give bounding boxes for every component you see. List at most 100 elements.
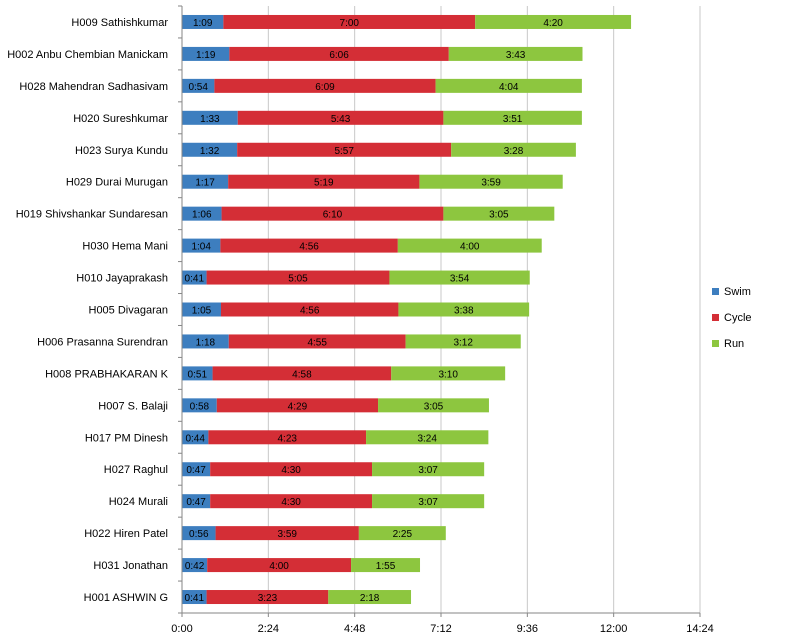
category-label: H002 Anbu Chembian Manickam — [7, 49, 168, 61]
data-label-run: 3:07 — [418, 497, 438, 508]
x-tick-label: 9:36 — [517, 623, 538, 635]
data-label-swim: 0:56 — [189, 529, 209, 540]
bar-segment-swim — [182, 462, 211, 477]
data-label-swim: 1:32 — [200, 146, 220, 157]
axes: 0:00 2:24 4:48 7:12 9:36 12:00 14:24 H009 Sathi… — [7, 5, 714, 635]
legend-swatch-swim — [712, 288, 719, 295]
category-label: H023 Surya Kundu — [75, 145, 168, 157]
bar-segment-cycle — [206, 590, 329, 605]
data-label-run: 3:07 — [418, 465, 438, 476]
bar-segment-swim — [182, 494, 211, 509]
bar-segment-swim — [182, 558, 208, 573]
bar-segment-cycle — [223, 14, 476, 29]
x-tick-label: 12:00 — [600, 623, 628, 635]
category-label: H028 Mahendran Sadhasivam — [19, 81, 168, 93]
bar-segment-run — [358, 526, 446, 541]
data-label-run: 3:24 — [417, 433, 437, 444]
bar-segment-run — [391, 366, 506, 381]
category-label: H027 Raghul — [104, 464, 168, 476]
data-label-run: 3:54 — [450, 274, 470, 285]
data-label-swim: 0:41 — [185, 274, 205, 285]
bar-segment-cycle — [229, 46, 449, 61]
bar-segment-run — [397, 238, 542, 253]
bar-segment-run — [475, 14, 632, 29]
category-label: H031 Jonathan — [93, 560, 168, 572]
bar-segment-cycle — [210, 462, 373, 477]
data-label-run: 3:05 — [489, 210, 509, 221]
data-label-cycle: 6:10 — [323, 210, 343, 221]
data-label-cycle: 6:09 — [315, 82, 335, 93]
data-label-swim: 1:19 — [196, 50, 216, 61]
data-label-run: 3:38 — [454, 306, 474, 317]
data-label-run: 3:59 — [481, 178, 501, 189]
bar-segment-swim — [182, 206, 222, 221]
bar-segment-cycle — [220, 302, 399, 317]
legend-label-cycle: Cycle — [724, 312, 752, 324]
data-label-run: 3:10 — [438, 369, 458, 380]
bar-segment-swim — [182, 334, 229, 349]
data-label-swim: 0:47 — [186, 497, 206, 508]
category-label: H001 ASHWIN G — [84, 592, 168, 604]
data-label-run: 3:12 — [453, 337, 473, 348]
bar-segment-swim — [182, 14, 224, 29]
category-label: H024 Murali — [109, 496, 168, 508]
bar-segment-swim — [182, 238, 221, 253]
data-label-cycle: 4:30 — [281, 497, 301, 508]
data-label-cycle: 4:00 — [269, 561, 289, 572]
category-label: H019 Shivshankar Sundaresan — [16, 209, 168, 221]
data-label-swim: 0:54 — [188, 82, 208, 93]
category-label: H006 Prasanna Surendran — [37, 336, 168, 348]
data-label-cycle: 4:56 — [299, 242, 319, 253]
data-label-swim: 0:51 — [188, 369, 208, 380]
data-label-swim: 1:33 — [200, 114, 220, 125]
bar-segment-cycle — [215, 526, 359, 541]
bar-segment-cycle — [207, 558, 352, 573]
category-label: H030 Hema Mani — [82, 241, 168, 253]
data-label-swim: 1:18 — [196, 337, 216, 348]
bar-segment-run — [366, 430, 489, 445]
data-label-swim: 1:05 — [192, 306, 212, 317]
bar-segment-run — [351, 558, 421, 573]
data-label-cycle: 5:05 — [288, 274, 308, 285]
data-label-cycle: 5:43 — [331, 114, 351, 125]
bar-segment-cycle — [214, 78, 436, 93]
bar-segment-cycle — [237, 142, 452, 157]
bar-segment-cycle — [210, 494, 373, 509]
data-label-cycle: 4:55 — [307, 337, 327, 348]
x-tick-label: 14:24 — [686, 623, 714, 635]
data-label-run: 3:51 — [503, 114, 523, 125]
data-label-swim: 1:06 — [192, 210, 212, 221]
x-tick-label: 7:12 — [430, 623, 451, 635]
bar-segment-swim — [182, 110, 238, 125]
data-label-run: 2:18 — [360, 593, 380, 604]
data-label-swim: 0:41 — [185, 593, 205, 604]
data-label-cycle: 3:23 — [258, 593, 278, 604]
bar-segment-swim — [182, 46, 230, 61]
data-label-swim: 0:58 — [190, 401, 210, 412]
data-label-swim: 1:09 — [193, 18, 213, 29]
bar-segment-run — [451, 142, 576, 157]
bar-segment-swim — [182, 430, 209, 445]
legend-label-run: Run — [724, 338, 744, 350]
bar-segment-swim — [182, 174, 229, 189]
bar-segment-run — [443, 110, 582, 125]
legend-swatch-run — [712, 340, 719, 347]
category-label: H008 PRABHAKARAN K — [45, 368, 169, 380]
data-label-run: 2:25 — [393, 529, 413, 540]
bar-segment-swim — [182, 590, 207, 605]
bar-segment-cycle — [216, 398, 379, 413]
data-label-swim: 0:42 — [185, 561, 205, 572]
bar-segment-swim — [182, 302, 221, 317]
bar-segment-swim — [182, 398, 217, 413]
bar-segment-cycle — [208, 430, 367, 445]
bar-segment-cycle — [237, 110, 444, 125]
bar-segment-cycle — [212, 366, 392, 381]
bar-segment-cycle — [206, 270, 390, 285]
data-label-swim: 1:04 — [191, 242, 211, 253]
category-label: H029 Durai Murugan — [66, 177, 168, 189]
bar-segment-cycle — [228, 174, 420, 189]
bar-segment-run — [443, 206, 555, 221]
data-label-cycle: 4:29 — [288, 401, 308, 412]
category-label: H007 S. Balaji — [98, 400, 168, 412]
